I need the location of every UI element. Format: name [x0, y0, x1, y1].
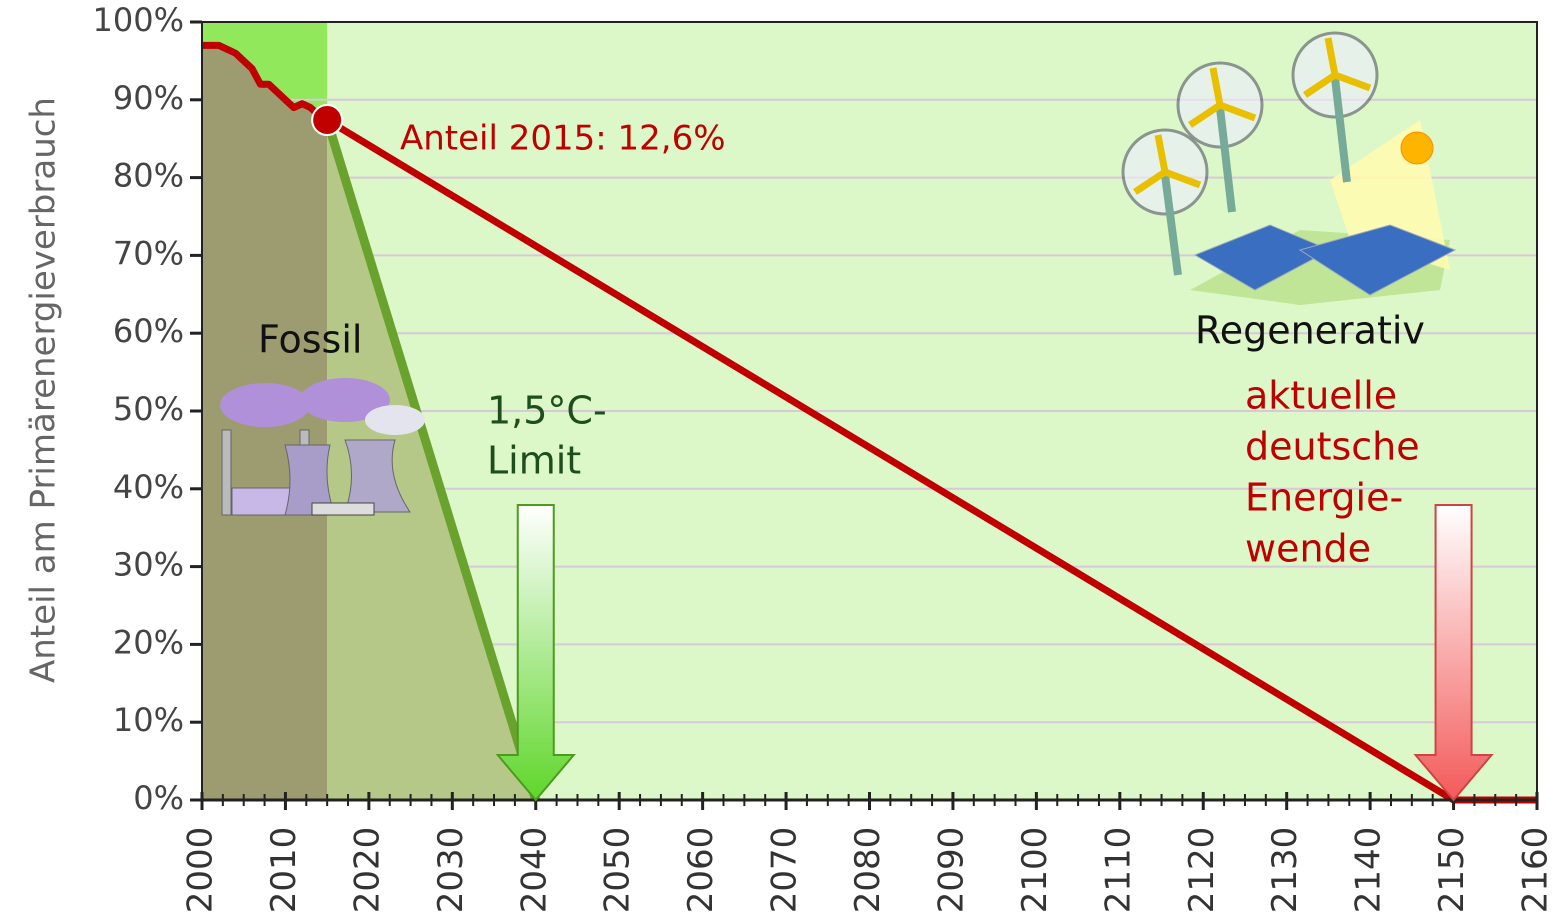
- x-tick-label: 2140: [1349, 827, 1389, 914]
- annotation-current: aktuelle: [1245, 374, 1397, 418]
- line: [322, 118, 541, 802]
- y-tick-label: 0%: [133, 779, 184, 817]
- x-tick-label: 2010: [264, 827, 304, 914]
- annotation-current: deutsche: [1245, 425, 1420, 469]
- x-tick-label: 2120: [1182, 827, 1222, 914]
- annotation-fossil: Fossil: [258, 318, 362, 362]
- wind-solar-icon: [1121, 31, 1457, 305]
- arrow-current: [1413, 504, 1494, 802]
- y-axis-label: Anteil am Primärenergieverbrauch: [24, 97, 64, 683]
- x-tick-label: 2160: [1516, 827, 1556, 914]
- x-tick-label: 2130: [1265, 827, 1305, 914]
- y-tick-label: 10%: [113, 701, 184, 739]
- y-tick-label: 90%: [113, 79, 184, 117]
- y-tick-label: 60%: [113, 312, 184, 350]
- x-tick-label: 2040: [514, 827, 554, 914]
- x-tick-label: 2110: [1098, 827, 1138, 914]
- x-tick-label: 2020: [347, 827, 387, 914]
- x-tick-label: 2080: [848, 827, 888, 914]
- annotation-current: wende: [1245, 527, 1371, 571]
- y-tick-label: 70%: [113, 234, 184, 272]
- x-tick-label: 2000: [181, 827, 221, 914]
- power-plant-icon: [220, 378, 425, 516]
- x-tick-label: 2060: [681, 827, 721, 914]
- plot-area: [190, 20, 1539, 810]
- x-tick-label: 2030: [431, 827, 471, 914]
- y-tick-label: 40%: [113, 468, 184, 506]
- arrow-limit: [495, 504, 576, 802]
- y-tick-label: 50%: [113, 390, 184, 428]
- annotation-limit: Limit: [487, 439, 581, 483]
- x-tick-label: 2100: [1015, 827, 1055, 914]
- y-tick-label: 80%: [113, 157, 184, 195]
- x-tick-label: 2050: [598, 827, 638, 914]
- annotation-share: Anteil 2015: 12,6%: [400, 119, 726, 159]
- x-tick-label: 2090: [931, 827, 971, 914]
- x-tick-label: 2150: [1432, 827, 1472, 914]
- annotation-renewable: Regenerativ: [1195, 309, 1425, 353]
- annotation-current: Energie-: [1245, 476, 1403, 520]
- y-tick-label: 20%: [113, 623, 184, 661]
- point-2015: [311, 104, 344, 137]
- annotation-limit: 1,5°C-: [487, 389, 607, 433]
- y-tick-label: 100%: [93, 1, 184, 39]
- y-tick-label: 30%: [113, 546, 184, 584]
- x-tick-label: 2070: [765, 827, 805, 914]
